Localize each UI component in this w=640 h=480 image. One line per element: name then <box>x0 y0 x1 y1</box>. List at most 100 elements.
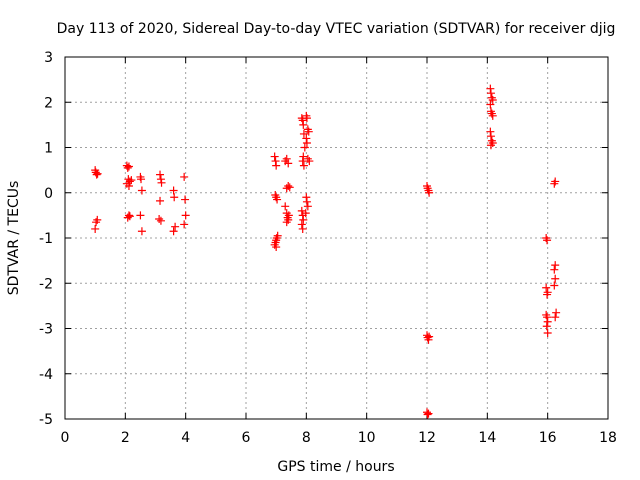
x-tick-label: 14 <box>478 430 496 446</box>
data-point <box>284 211 293 220</box>
y-axis-label: SDTVAR / TECUs <box>6 181 22 296</box>
data-point <box>271 157 280 166</box>
data-point <box>180 172 189 181</box>
data-point <box>273 231 282 240</box>
data-point <box>302 197 311 206</box>
data-point <box>136 211 145 220</box>
data-point <box>282 154 291 163</box>
grid-lines <box>65 57 608 419</box>
data-point <box>551 261 560 270</box>
data-point <box>297 220 306 229</box>
data-point <box>542 283 551 292</box>
data-point <box>486 141 495 150</box>
data-point <box>137 227 146 236</box>
data-point <box>550 265 559 274</box>
data-point <box>425 332 434 341</box>
data-point <box>180 220 189 229</box>
data-point <box>273 195 282 204</box>
data-point <box>285 183 294 192</box>
data-point <box>304 127 313 136</box>
data-point <box>486 84 495 93</box>
data-point <box>298 224 307 233</box>
data-point <box>156 196 165 205</box>
data-point <box>486 132 495 141</box>
data-point <box>93 169 102 178</box>
data-point <box>171 222 180 231</box>
data-point <box>124 162 133 171</box>
x-axis-label: GPS time / hours <box>277 459 394 475</box>
data-point <box>301 209 310 218</box>
y-tick-label: -3 <box>39 322 53 338</box>
data-point <box>272 161 281 170</box>
data-point <box>272 243 281 252</box>
data-point <box>127 176 136 185</box>
data-point <box>300 143 309 152</box>
data-point <box>156 216 165 225</box>
x-tick-label: 2 <box>121 430 130 446</box>
data-point <box>543 313 552 322</box>
data-point <box>181 211 190 220</box>
data-point <box>155 214 164 223</box>
data-point <box>299 120 308 129</box>
data-point <box>299 152 308 161</box>
y-tick-label: -4 <box>39 367 53 383</box>
data-point <box>550 179 559 188</box>
x-tick-label: 6 <box>242 430 251 446</box>
data-point <box>156 170 165 179</box>
x-tick-label: 12 <box>418 430 436 446</box>
data-point <box>543 288 552 297</box>
data-point <box>124 211 133 220</box>
chart-title: Day 113 of 2020, Sidereal Day-to-day VTE… <box>57 21 616 37</box>
x-tick-label: 18 <box>599 430 617 446</box>
data-point <box>124 181 133 190</box>
data-point <box>299 129 308 138</box>
y-tick-label: -5 <box>39 412 53 428</box>
data-point <box>137 175 146 184</box>
data-point <box>424 409 433 418</box>
data-point <box>157 178 166 187</box>
x-axis-tick-labels: 0 2 4 6 8 10 12 14 16 18 <box>61 430 617 446</box>
y-tick-label: -1 <box>39 231 53 247</box>
data-point <box>299 161 308 170</box>
data-point <box>543 317 552 326</box>
axis-ticks <box>64 56 609 420</box>
data-point <box>551 313 560 322</box>
data-point <box>137 186 146 195</box>
data-point <box>282 218 291 227</box>
data-point <box>169 186 178 195</box>
data-point <box>305 157 314 166</box>
data-points <box>91 84 561 419</box>
data-point <box>423 410 432 419</box>
data-point <box>181 195 190 204</box>
data-point <box>542 322 551 331</box>
data-point <box>284 181 293 190</box>
data-point <box>425 188 434 197</box>
data-point <box>488 111 497 120</box>
y-tick-label: 2 <box>44 95 53 111</box>
data-point <box>93 215 102 224</box>
y-axis-tick-labels: -5 -4 -3 -2 -1 0 1 2 3 <box>39 50 53 428</box>
data-point <box>486 100 495 109</box>
x-tick-label: 8 <box>302 430 311 446</box>
data-point <box>302 134 311 143</box>
x-tick-label: 10 <box>358 430 376 446</box>
data-point <box>552 308 561 317</box>
data-point <box>156 175 165 184</box>
data-point <box>543 329 552 338</box>
data-point <box>299 215 308 224</box>
data-point <box>123 163 132 172</box>
x-tick-label: 4 <box>181 430 190 446</box>
data-point <box>486 127 495 136</box>
data-point <box>298 116 307 125</box>
data-point <box>550 281 559 290</box>
data-point <box>169 227 178 236</box>
y-tick-label: -2 <box>39 276 53 292</box>
y-tick-label: 0 <box>44 186 53 202</box>
data-point <box>302 114 311 123</box>
data-point <box>551 274 560 283</box>
y-tick-label: 3 <box>44 50 53 66</box>
y-tick-label: 1 <box>44 141 53 157</box>
data-point <box>91 224 100 233</box>
data-point <box>302 193 311 202</box>
data-point <box>488 95 497 104</box>
